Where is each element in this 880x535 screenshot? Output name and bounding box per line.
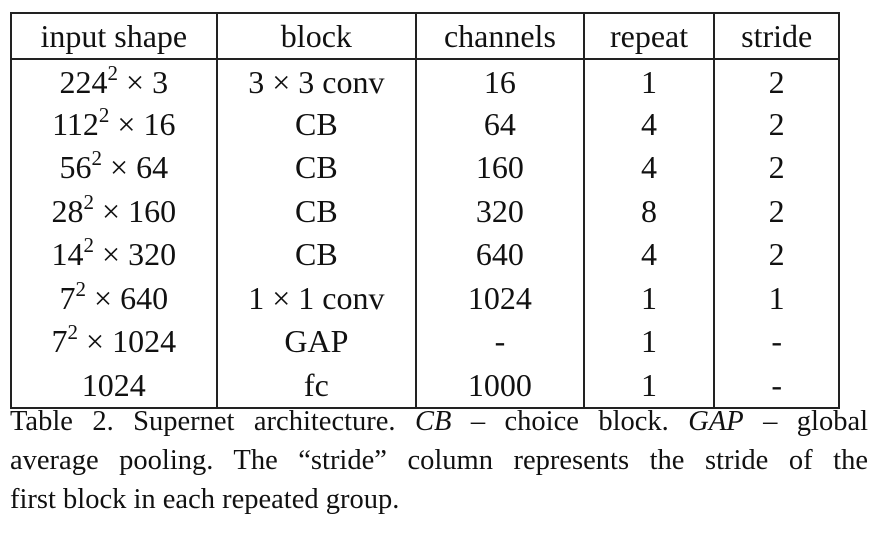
table-header-row: input shape block channels repeat stride: [10, 13, 840, 60]
cell-stride: 2: [713, 145, 840, 189]
cell-input-shape: 1024: [10, 363, 218, 408]
input-exponent: 2: [107, 61, 119, 85]
times-symbol: ×: [102, 236, 121, 273]
caption-line-3: first block in each repeated group.: [10, 484, 400, 515]
input-multiplier: 160: [128, 192, 177, 229]
table-row: 72 × 1024 GAP - 1 -: [10, 319, 840, 363]
cell-stride: -: [713, 319, 840, 363]
input-base: 14: [51, 236, 84, 273]
cell-input-shape: 282 × 160: [10, 189, 218, 233]
cell-block: 3 × 3 conv: [215, 59, 418, 102]
input-exponent: 2: [83, 189, 95, 214]
input-base: 56: [59, 149, 92, 186]
table-row: 1024 fc 1000 1 -: [10, 363, 840, 408]
input-base: 28: [51, 192, 84, 229]
cell-channels: 1024: [415, 276, 585, 320]
cell-repeat: 1: [582, 363, 716, 408]
cell-repeat: 1: [582, 276, 716, 320]
cell-repeat: 4: [582, 145, 716, 189]
cell-input-shape: 72 × 640: [10, 276, 218, 320]
header-channels: channels: [415, 13, 585, 60]
table-row: 72 × 640 1 × 1 conv 1024 1 1: [10, 276, 840, 320]
cell-channels: 640: [415, 232, 585, 276]
input-multiplier: 320: [128, 236, 177, 273]
cell-repeat: 8: [582, 189, 716, 233]
cell-block: CB: [215, 145, 418, 189]
times-symbol: ×: [110, 149, 129, 186]
times-symbol: ×: [126, 64, 145, 100]
table-row: 2242 × 3 3 × 3 conv 16 1 2: [10, 59, 840, 102]
cell-repeat: 1: [582, 319, 716, 363]
input-multiplier: 640: [120, 279, 169, 316]
input-multiplier: 64: [136, 149, 169, 186]
input-exponent: 2: [67, 320, 79, 345]
cell-repeat: 1: [582, 59, 716, 102]
cell-stride: 2: [713, 232, 840, 276]
cell-input-shape: 562 × 64: [10, 145, 218, 189]
cell-stride: 2: [713, 59, 840, 102]
input-multiplier: 3: [152, 64, 169, 100]
input-exponent: 2: [75, 276, 87, 301]
table-row: 142 × 320 CB 640 4 2: [10, 232, 840, 276]
input-base: 224: [59, 64, 108, 100]
input-exponent: 2: [91, 146, 103, 171]
table-row: 562 × 64 CB 160 4 2: [10, 145, 840, 189]
cell-stride: 2: [713, 102, 840, 146]
times-symbol: ×: [94, 279, 113, 316]
cell-repeat: 4: [582, 102, 716, 146]
header-input-shape: input shape: [10, 13, 218, 60]
input-base: 7: [59, 279, 76, 316]
cell-channels: 320: [415, 189, 585, 233]
input-multiplier: 1024: [112, 323, 177, 360]
cell-block: GAP: [215, 319, 418, 363]
caption-text: – choice block.: [451, 406, 689, 437]
input-exponent: 2: [83, 233, 95, 258]
cell-block: CB: [215, 232, 418, 276]
times-symbol: ×: [86, 323, 105, 360]
table-row: 1122 × 16 CB 64 4 2: [10, 102, 840, 146]
cell-channels: -: [415, 319, 585, 363]
input-multiplier: 16: [143, 105, 176, 142]
caption-line-2: average pooling. The “stride” column rep…: [10, 445, 868, 476]
caption-line-1: Table 2. Supernet architecture. CB – cho…: [10, 402, 868, 441]
times-symbol: ×: [117, 105, 136, 142]
cell-block: CB: [215, 102, 418, 146]
cell-block: fc: [215, 363, 418, 408]
input-base: 112: [52, 105, 99, 142]
cell-channels: 64: [415, 102, 585, 146]
header-stride: stride: [713, 13, 840, 60]
times-symbol: ×: [102, 192, 121, 229]
cell-input-shape: 72 × 1024: [10, 319, 218, 363]
cell-repeat: 4: [582, 232, 716, 276]
input-exponent: 2: [98, 102, 110, 127]
header-block: block: [215, 13, 418, 60]
caption-text: Supernet architecture.: [113, 406, 415, 437]
cell-block: 1 × 1 conv: [215, 276, 418, 320]
cell-channels: 16: [415, 59, 585, 102]
cell-channels: 1000: [415, 363, 585, 408]
caption-term-gap: GAP: [688, 406, 744, 437]
cell-stride: 1: [713, 276, 840, 320]
table-row: 282 × 160 CB 320 8 2: [10, 189, 840, 233]
caption-text: – global: [743, 406, 869, 437]
cell-input-shape: 2242 × 3: [10, 59, 218, 102]
caption-label: Table 2.: [10, 406, 114, 437]
cell-stride: 2: [713, 189, 840, 233]
input-base: 7: [51, 323, 68, 360]
cell-channels: 160: [415, 145, 585, 189]
cell-block: CB: [215, 189, 418, 233]
cell-stride: -: [713, 363, 840, 408]
caption-term-cb: CB: [414, 406, 452, 437]
table-caption: Table 2. Supernet architecture. CB – cho…: [10, 402, 868, 519]
supernet-architecture-table: input shape block channels repeat stride…: [10, 12, 840, 409]
header-repeat: repeat: [582, 13, 716, 60]
cell-input-shape: 142 × 320: [10, 232, 218, 276]
cell-input-shape: 1122 × 16: [10, 102, 218, 146]
